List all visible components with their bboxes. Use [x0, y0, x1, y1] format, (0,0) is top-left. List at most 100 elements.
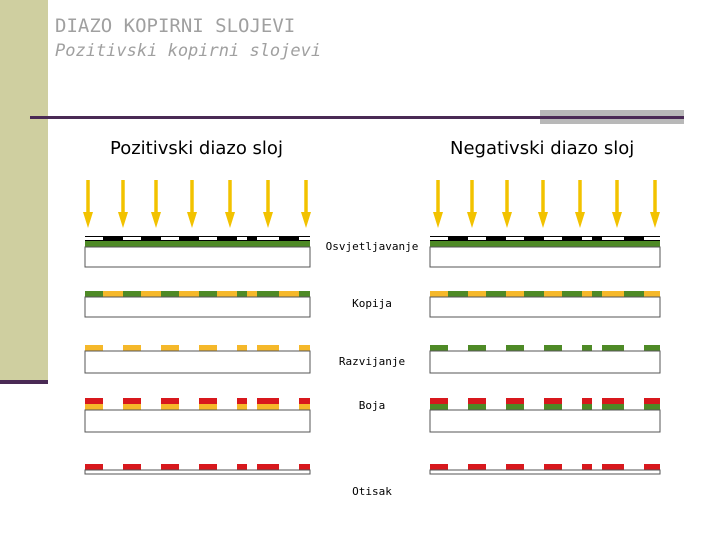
image-layer	[602, 404, 624, 410]
developed-image	[85, 345, 103, 351]
image-layer	[506, 404, 524, 410]
substrate	[84, 409, 311, 433]
layer-unexposed	[299, 291, 310, 297]
substrate	[84, 296, 311, 318]
light-arrow	[263, 180, 273, 228]
light-arrow	[467, 180, 477, 228]
heading-negative-layer: Negativski diazo sloj	[450, 138, 635, 159]
step-label-exposure: Osvjetljavanje	[326, 240, 419, 253]
arrow-head	[575, 212, 585, 228]
layer-exposed	[506, 291, 524, 297]
mask-opaque	[524, 236, 544, 241]
mask-clear	[430, 237, 448, 240]
image-layer	[299, 404, 310, 410]
dye-layer	[582, 398, 592, 404]
layer-exposed	[602, 291, 624, 297]
page-subtitle: Pozitivski kopirni slojevi	[55, 41, 322, 61]
layer-exposed	[468, 291, 486, 297]
heading-positive-layer: Pozitivski diazo sloj	[110, 138, 283, 159]
arrow-head	[433, 212, 443, 228]
left-decorative-band	[0, 0, 48, 382]
image-layer	[123, 404, 141, 410]
dye-layer	[199, 398, 217, 404]
mask-opaque	[103, 236, 123, 241]
image-layer	[582, 404, 592, 410]
mask-clear	[85, 237, 103, 240]
developed-image	[299, 345, 310, 351]
layer-unexposed	[237, 291, 247, 297]
substrate	[429, 296, 661, 318]
substrate	[84, 350, 311, 374]
light-arrow	[612, 180, 622, 228]
developed-image	[430, 345, 448, 351]
light-arrow	[187, 180, 197, 228]
mask-opaque	[486, 236, 506, 241]
developed-image	[582, 345, 592, 351]
mask-clear	[506, 237, 524, 240]
developed-image	[468, 345, 486, 351]
print-ink	[506, 464, 524, 470]
light-arrow	[225, 180, 235, 228]
light-arrow	[538, 180, 548, 228]
mask-opaque	[247, 236, 257, 241]
dye-layer	[430, 398, 448, 404]
mask-clear	[161, 237, 179, 240]
mask-opaque	[624, 236, 644, 241]
print-ink	[257, 464, 279, 470]
mask-opaque	[448, 236, 468, 241]
stage-copy	[84, 291, 661, 318]
arrow-head	[301, 212, 311, 228]
arrow-head	[612, 212, 622, 228]
mask-clear	[123, 237, 141, 240]
left-band-underline	[0, 380, 48, 384]
image-layer	[544, 404, 562, 410]
arrow-head	[263, 212, 273, 228]
print-ink	[644, 464, 660, 470]
mask-clear	[257, 237, 279, 240]
print-ink	[430, 464, 448, 470]
arrow-head	[467, 212, 477, 228]
dye-layer	[257, 398, 279, 404]
layer-exposed	[430, 291, 448, 297]
dye-layer	[544, 398, 562, 404]
image-layer	[257, 404, 279, 410]
substrate	[429, 409, 661, 433]
layer-exposed	[644, 291, 660, 297]
stage-print	[84, 464, 661, 475]
print-ink	[582, 464, 592, 470]
step-label-dye: Boja	[359, 399, 386, 412]
arrow-head	[187, 212, 197, 228]
stage-developing	[84, 345, 661, 374]
light-arrows-positive	[83, 180, 311, 228]
stage-dye	[84, 398, 661, 433]
mask-clear	[237, 237, 247, 240]
substrate	[429, 246, 661, 268]
mask-clear	[299, 237, 310, 240]
light-arrow	[575, 180, 585, 228]
step-label-print: Otisak	[352, 485, 392, 498]
stage-exposure	[84, 236, 661, 268]
dye-layer	[161, 398, 179, 404]
light-arrow	[151, 180, 161, 228]
page-title: DIAZO KOPIRNI SLOJEVI	[55, 15, 296, 37]
arrow-head	[151, 212, 161, 228]
print-ink	[544, 464, 562, 470]
print-ink	[468, 464, 486, 470]
layer-exposed	[85, 291, 310, 297]
layer-unexposed	[123, 291, 141, 297]
layer-exposed	[582, 291, 592, 297]
mask-opaque	[592, 236, 602, 241]
developed-image	[123, 345, 141, 351]
light-arrow	[301, 180, 311, 228]
dye-layer	[506, 398, 524, 404]
arrow-head	[538, 212, 548, 228]
dye-layer	[468, 398, 486, 404]
light-arrows-negative	[433, 180, 660, 228]
diazo-layer	[430, 241, 660, 247]
arrow-head	[650, 212, 660, 228]
mask-opaque	[179, 236, 199, 241]
print-ink	[199, 464, 217, 470]
image-layer	[161, 404, 179, 410]
light-arrow	[502, 180, 512, 228]
